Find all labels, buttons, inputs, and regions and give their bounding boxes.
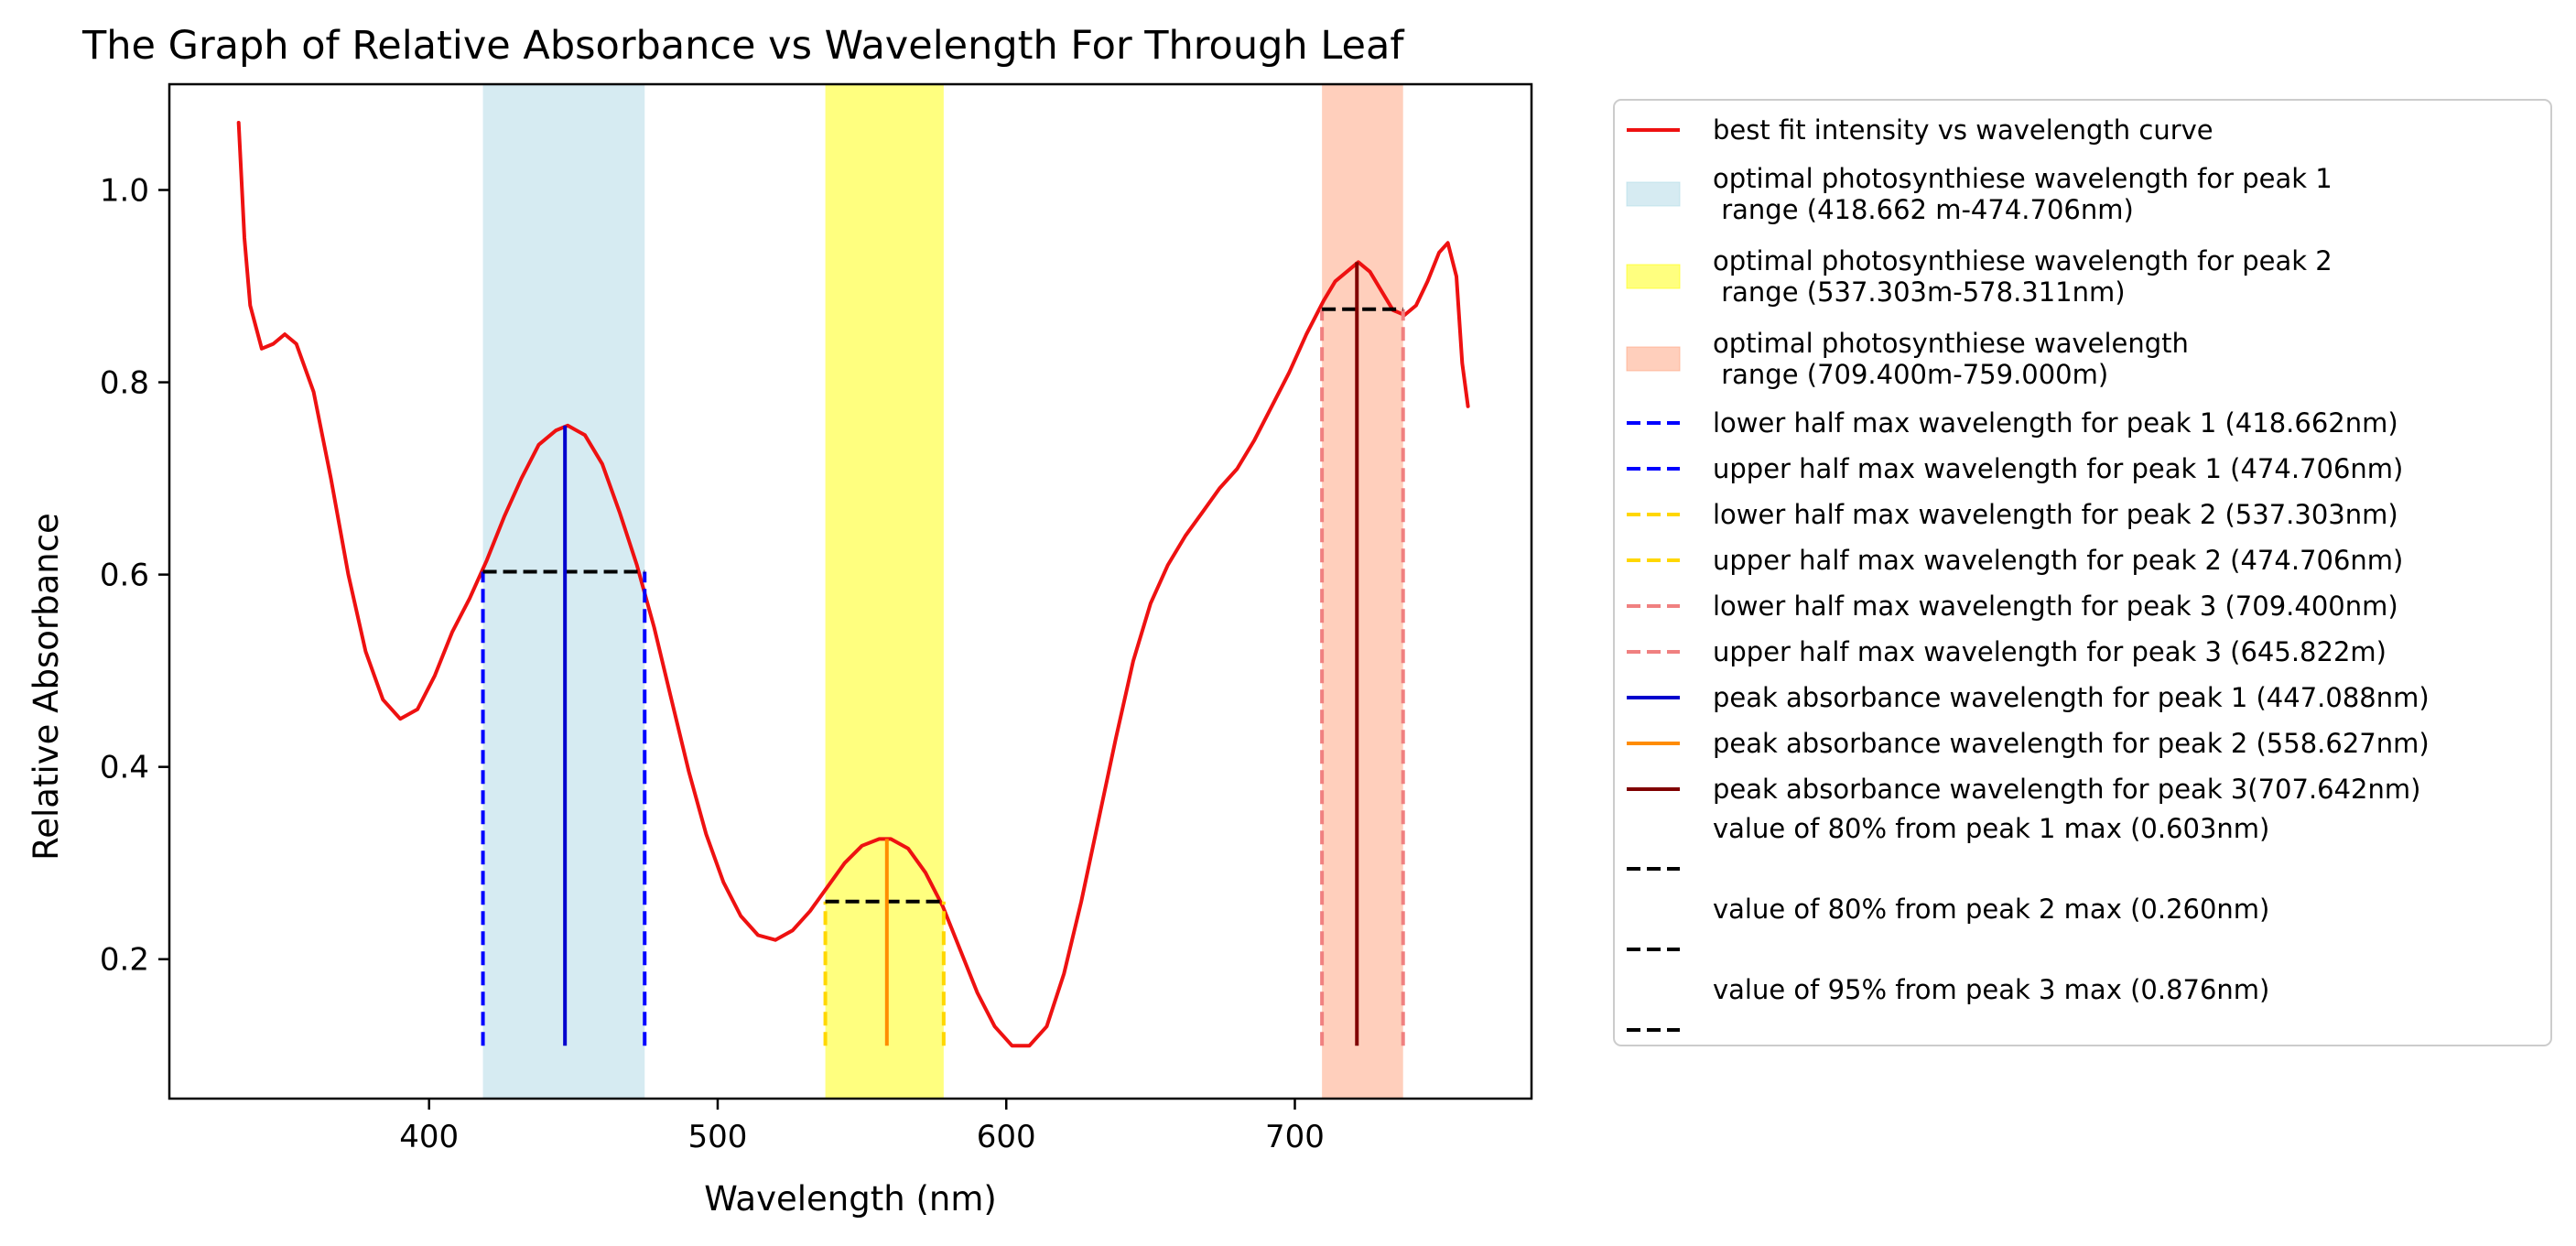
legend-label-line: optimal photosynthiese wavelength for pe… [1713,163,2332,194]
legend-label-3: optimal photosynthiese wavelength for pe… [1713,245,2332,308]
legend-label-9: lower half max wavelength for peak 3 (70… [1713,590,2398,622]
legend-label-line: best fit intensity vs wavelength curve [1713,114,2213,146]
legend-label-10: upper half max wavelength for peak 3 (64… [1713,636,2387,667]
chart-title: The Graph of Relative Absorbance vs Wave… [81,23,1404,69]
legend-label-line: lower half max wavelength for peak 1 (41… [1713,407,2398,439]
legend-label-line: optimal photosynthiese wavelength [1713,328,2189,359]
legend-label-4: optimal photosynthiese wavelength range … [1713,328,2189,390]
legend-label-6: upper half max wavelength for peak 1 (47… [1713,453,2403,484]
axes-frame [168,82,1533,1100]
x-tick-label-600: 600 [977,1119,1036,1155]
y-tick-label-1: 0.4 [100,750,149,786]
legend: best fit intensity vs wavelength curve op… [1613,99,2552,1046]
legend-label-13: peak absorbance wavelength for peak 3(70… [1713,774,2420,805]
band-peak-3 [1322,84,1403,1099]
legend-label-line: range (709.400m-759.000m) [1713,359,2108,390]
plot-inner [236,84,1470,1099]
legend-label-14: value of 80% from peak 1 max (0.603nm) [1713,813,2269,844]
x-tick-label-400: 400 [399,1119,459,1155]
y-tick-label-2: 0.6 [100,558,149,594]
y-tick-label-0: 0.2 [100,942,149,979]
legend-patch-3 [1626,264,1681,289]
legend-label-line: value of 80% from peak 2 max (0.260nm) [1713,894,2269,925]
legend-label-line: peak absorbance wavelength for peak 3(70… [1713,774,2420,805]
legend-label-line: range (418.662 m-474.706nm) [1713,194,2134,225]
legend-label-7: lower half max wavelength for peak 2 (53… [1713,499,2398,530]
legend-label-line: upper half max wavelength for peak 1 (47… [1713,453,2403,484]
legend-label-line: optimal photosynthiese wavelength for pe… [1713,245,2332,276]
legend-label-16: value of 95% from peak 3 max (0.876nm) [1713,974,2269,1005]
x-axis-label: Wavelength (nm) [704,1179,997,1219]
legend-patch-4 [1626,346,1681,372]
legend-label-12: peak absorbance wavelength for peak 2 (5… [1713,728,2430,759]
y-tick-label-3: 0.8 [100,365,149,402]
legend-patch-2 [1626,181,1681,207]
legend-label-8: upper half max wavelength for peak 2 (47… [1713,545,2403,576]
legend-label-5: lower half max wavelength for peak 1 (41… [1713,407,2398,439]
legend-label-15: value of 80% from peak 2 max (0.260nm) [1713,894,2269,925]
legend-label-line: lower half max wavelength for peak 3 (70… [1713,590,2398,622]
legend-label-line: lower half max wavelength for peak 2 (53… [1713,499,2398,530]
legend-label-line: peak absorbance wavelength for peak 2 (5… [1713,728,2430,759]
legend-label-line: upper half max wavelength for peak 2 (47… [1713,545,2403,576]
legend-label-line: value of 80% from peak 1 max (0.603nm) [1713,813,2269,844]
legend-box [1613,99,2552,1046]
legend-label-1: best fit intensity vs wavelength curve [1713,114,2213,146]
legend-label-11: peak absorbance wavelength for peak 1 (4… [1713,682,2430,713]
best-fit-curve [236,121,1470,1048]
plot-area: 400 500 600 700 0.2 0.4 0.6 0.8 1.0 [100,82,1533,1155]
x-tick-label-500: 500 [688,1119,748,1155]
x-tick-label-700: 700 [1265,1119,1325,1155]
y-tick-label-4: 1.0 [100,173,149,210]
legend-label-line: upper half max wavelength for peak 3 (64… [1713,636,2387,667]
legend-label-2: optimal photosynthiese wavelength for pe… [1713,163,2332,225]
legend-label-line: peak absorbance wavelength for peak 1 (4… [1713,682,2430,713]
band-peak-2 [825,84,944,1099]
legend-label-line: value of 95% from peak 3 max (0.876nm) [1713,974,2269,1005]
legend-label-line: range (537.303m-578.311nm) [1713,276,2126,308]
y-axis-label: Relative Absorbance [27,513,66,861]
